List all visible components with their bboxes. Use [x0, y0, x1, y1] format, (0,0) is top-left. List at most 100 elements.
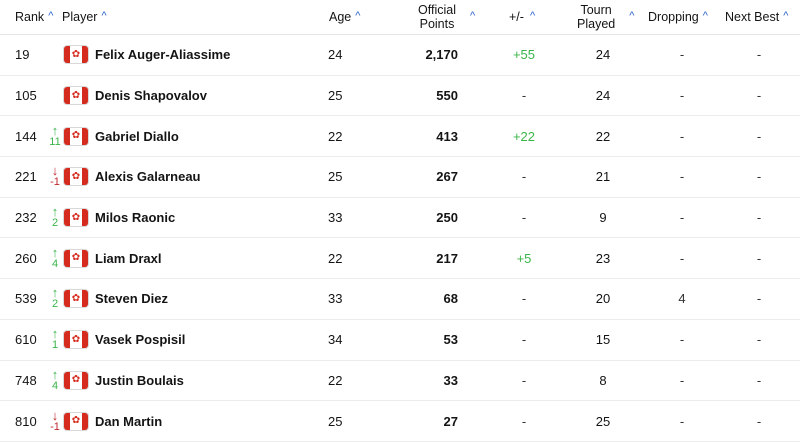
rank-movement-value: 1	[51, 339, 59, 352]
table-row[interactable]: 748 ↑ 4 ✿ Justin Boulais 22 33 - 8 - -	[0, 361, 800, 402]
table-row[interactable]: 144 ↑ 11 ✿ Gabriel Diallo 22 413 +22 22 …	[0, 116, 800, 158]
plusminus-cell: -	[521, 210, 527, 226]
rank-cell: 539	[15, 291, 37, 307]
player-name-link[interactable]: Dan Martin	[95, 413, 163, 429]
sort-plusminus-header[interactable]: +/- ^	[509, 0, 535, 34]
rank-cell: 748	[15, 372, 37, 388]
points-cell: 267	[436, 169, 458, 185]
age-cell: 22	[328, 372, 343, 388]
next-best-header-label: Next Best	[725, 10, 780, 24]
next-best-cell: -	[756, 250, 762, 266]
plusminus-cell: +5	[516, 250, 532, 266]
plusminus-cell: -	[521, 332, 527, 348]
sort-dropping-header[interactable]: Dropping ^	[648, 0, 708, 34]
rank-movement	[48, 76, 62, 116]
next-best-cell: -	[756, 413, 762, 429]
player-name-link[interactable]: Liam Draxl	[95, 250, 162, 266]
dropping-cell: -	[679, 128, 685, 144]
canada-flag-icon: ✿	[64, 35, 88, 75]
dropping-cell: -	[679, 413, 685, 429]
caret-up-icon: ^	[101, 10, 107, 22]
canada-flag-icon: ✿	[64, 198, 88, 238]
player-name-link[interactable]: Felix Auger-Aliassime	[95, 47, 231, 63]
age-cell: 33	[328, 210, 343, 226]
tourn-played-cell: 21	[595, 169, 611, 185]
rank-movement-value: 4	[51, 379, 59, 392]
next-best-cell: -	[756, 88, 762, 104]
dropping-cell: -	[679, 250, 685, 266]
dropping-cell: -	[679, 47, 685, 63]
caret-up-icon: ^	[469, 10, 476, 22]
rank-movement: ↑ 4	[48, 238, 62, 278]
age-cell: 25	[328, 413, 343, 429]
table-row[interactable]: 610 ↑ 1 ✿ Vasek Pospisil 34 53 - 15 - -	[0, 320, 800, 361]
tourn-header-line2: Played	[577, 17, 616, 31]
player-header-label: Player	[62, 10, 98, 24]
player-name-link[interactable]: Alexis Galarneau	[95, 169, 201, 185]
sort-age-header[interactable]: Age ^	[329, 0, 360, 34]
arrow-down-icon: ↓	[51, 163, 59, 179]
rank-movement	[48, 35, 62, 75]
age-cell: 25	[328, 88, 343, 104]
age-cell: 22	[328, 250, 343, 266]
dropping-cell: -	[679, 372, 685, 388]
plusminus-cell: -	[521, 291, 527, 307]
arrow-up-icon: ↑	[51, 204, 59, 220]
rank-movement-value: -1	[50, 420, 60, 433]
rank-cell: 19	[15, 47, 30, 63]
table-row[interactable]: 232 ↑ 2 ✿ Milos Raonic 33 250 - 9 - -	[0, 198, 800, 239]
rank-movement-value: 2	[51, 217, 59, 230]
rank-cell: 105	[15, 88, 37, 104]
tourn-played-cell: 23	[595, 250, 611, 266]
sort-points-header[interactable]: Official Points ^	[418, 0, 475, 34]
age-cell: 25	[328, 169, 343, 185]
arrow-up-icon: ↑	[51, 366, 59, 382]
table-row[interactable]: 221 ↓ -1 ✿ Alexis Galarneau 25 267 - 21 …	[0, 157, 800, 198]
caret-up-icon: ^	[783, 10, 789, 22]
canada-flag-icon: ✿	[64, 279, 88, 319]
sort-player-header[interactable]: Player ^	[62, 0, 107, 34]
caret-up-icon: ^	[48, 10, 54, 22]
table-row[interactable]: 539 ↑ 2 ✿ Steven Diez 33 68 - 20 4 -	[0, 279, 800, 320]
points-header-line1: Official	[418, 3, 456, 17]
rank-movement: ↑ 4	[48, 361, 62, 401]
table-row[interactable]: 105 ✿ Denis Shapovalov 25 550 - 24 - -	[0, 76, 800, 117]
rank-movement: ↓ -1	[48, 157, 62, 197]
player-name-link[interactable]: Gabriel Diallo	[95, 128, 179, 144]
player-name-link[interactable]: Milos Raonic	[95, 210, 176, 226]
table-header: Rank ^ Player ^ Age ^ Official Points ^ …	[0, 0, 800, 35]
points-header-line2: Points	[419, 17, 455, 31]
rank-cell: 260	[15, 250, 37, 266]
player-name-link[interactable]: Justin Boulais	[95, 372, 184, 388]
rank-movement: ↓ -1	[48, 401, 62, 441]
rank-cell: 232	[15, 210, 37, 226]
player-name-link[interactable]: Denis Shapovalov	[95, 88, 207, 104]
player-name-link[interactable]: Steven Diez	[95, 291, 168, 307]
rank-header-label: Rank	[15, 10, 45, 24]
next-best-cell: -	[756, 128, 762, 144]
plusminus-header-label: +/-	[509, 10, 524, 24]
points-cell: 550	[436, 88, 458, 104]
tourn-header-line1: Tourn	[580, 3, 612, 17]
points-cell: 68	[443, 291, 458, 307]
canada-flag-icon: ✿	[64, 116, 88, 156]
dropping-cell: -	[679, 210, 685, 226]
sort-next-best-header[interactable]: Next Best ^	[725, 0, 788, 34]
sort-tourn-header[interactable]: Tourn Played ^	[577, 0, 634, 34]
tourn-played-cell: 15	[595, 332, 611, 348]
arrow-up-icon: ↑	[51, 244, 59, 260]
caret-up-icon: ^	[629, 10, 635, 22]
arrow-up-icon: ↑	[51, 122, 59, 138]
rank-movement: ↑ 1	[48, 320, 62, 360]
table-row[interactable]: 19 ✿ Felix Auger-Aliassime 24 2,170 +55 …	[0, 35, 800, 76]
rank-cell: 144	[15, 128, 37, 144]
next-best-cell: -	[756, 210, 762, 226]
table-row[interactable]: 260 ↑ 4 ✿ Liam Draxl 22 217 +5 23 - -	[0, 238, 800, 280]
sort-rank-header[interactable]: Rank ^	[15, 0, 53, 34]
next-best-cell: -	[756, 47, 762, 63]
next-best-cell: -	[756, 332, 762, 348]
points-cell: 53	[443, 332, 458, 348]
canada-flag-icon: ✿	[64, 76, 88, 116]
player-name-link[interactable]: Vasek Pospisil	[95, 332, 186, 348]
points-cell: 413	[436, 128, 458, 144]
